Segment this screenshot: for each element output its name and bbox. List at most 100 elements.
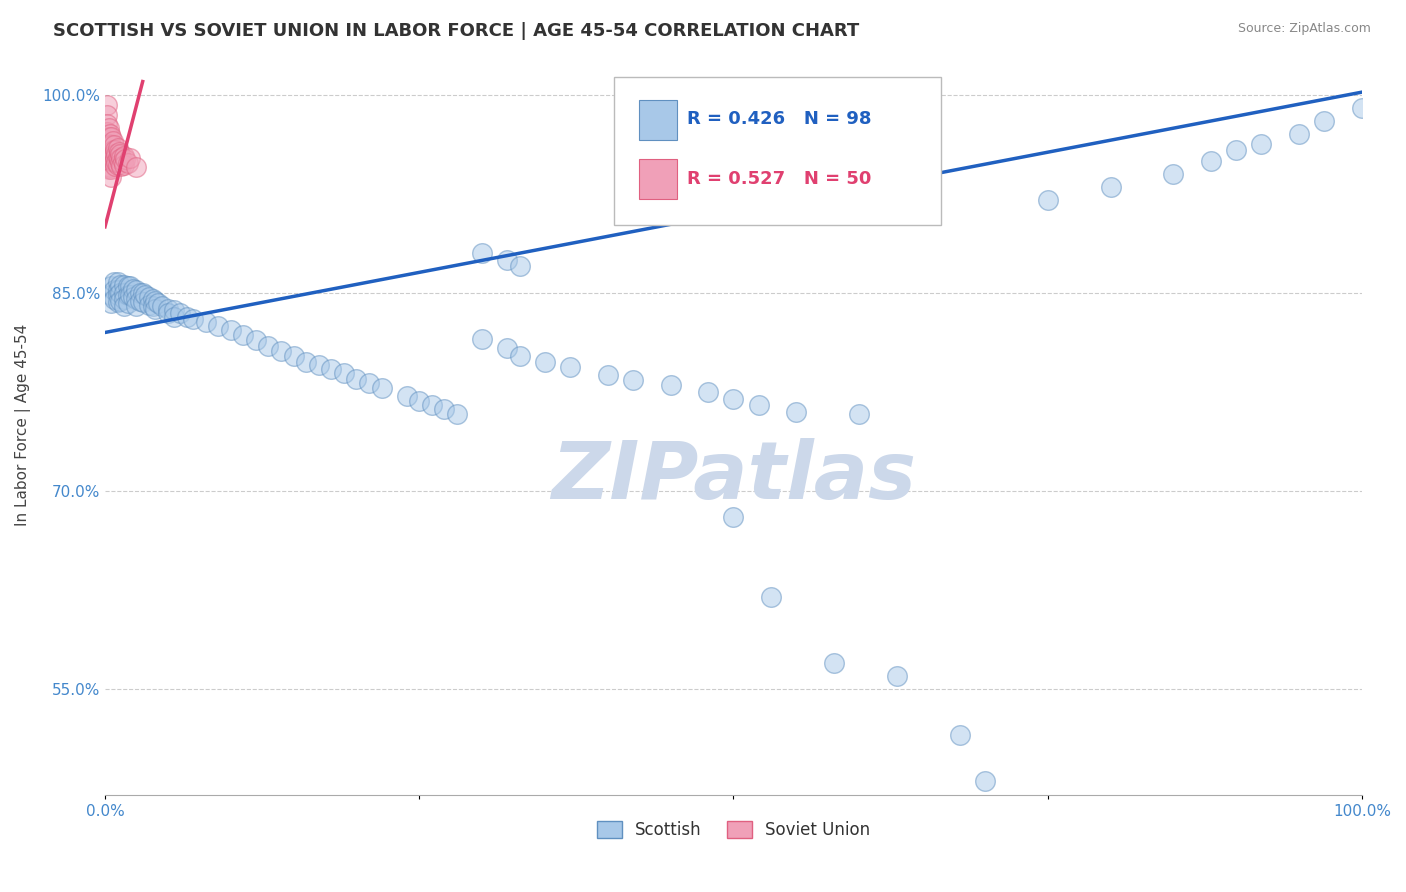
Point [103, 293, 125, 307]
Point [112, 148, 135, 162]
Point [558, 359, 581, 374]
Point [108, 277, 131, 292]
Point [112, 158, 135, 172]
Point [344, 372, 367, 386]
Point [98, 161, 121, 175]
Point [949, 728, 972, 742]
Point [395, 389, 418, 403]
Point [125, 283, 148, 297]
Point [100, 137, 122, 152]
Point [112, 285, 135, 300]
Point [134, 288, 156, 302]
Point [156, 306, 179, 320]
Point [96, 133, 118, 147]
Point [100, 296, 122, 310]
Point [848, 408, 870, 422]
FancyBboxPatch shape [640, 159, 676, 199]
Point [496, 252, 519, 267]
Point [509, 260, 531, 274]
Point [181, 312, 204, 326]
Point [129, 293, 152, 308]
Point [142, 299, 165, 313]
Point [138, 290, 160, 304]
Y-axis label: In Labor Force | Age 45-54: In Labor Force | Age 45-54 [15, 324, 31, 526]
Point [232, 328, 254, 343]
Point [110, 151, 132, 165]
Point [283, 349, 305, 363]
Point [98, 128, 121, 142]
Point [125, 299, 148, 313]
Point [100, 279, 122, 293]
Point [103, 155, 125, 169]
Point [370, 381, 392, 395]
FancyBboxPatch shape [614, 78, 941, 226]
Text: R = 0.527   N = 50: R = 0.527 N = 50 [688, 169, 872, 187]
Point [1163, 167, 1185, 181]
Point [108, 147, 131, 161]
Point [1351, 101, 1374, 115]
Point [98, 136, 121, 151]
Point [433, 402, 456, 417]
Point [723, 392, 745, 406]
Point [96, 125, 118, 139]
Point [117, 279, 139, 293]
Point [103, 283, 125, 297]
Point [117, 156, 139, 170]
Point [142, 293, 165, 307]
Point [97, 120, 120, 135]
Point [257, 339, 280, 353]
Point [110, 159, 132, 173]
Point [245, 334, 267, 348]
Point [1036, 194, 1059, 208]
Point [97, 145, 120, 160]
Point [103, 137, 125, 152]
Point [105, 155, 128, 169]
Point [121, 282, 143, 296]
Point [100, 145, 122, 160]
Point [96, 140, 118, 154]
Point [143, 301, 166, 316]
Point [97, 130, 120, 145]
Point [169, 306, 191, 320]
Point [111, 153, 134, 168]
Point [697, 384, 720, 399]
Point [97, 153, 120, 168]
Point [621, 373, 644, 387]
Point [120, 288, 142, 302]
Point [146, 296, 169, 310]
Point [163, 310, 186, 324]
Point [761, 590, 783, 604]
Point [96, 107, 118, 121]
Point [121, 290, 143, 304]
Point [100, 288, 122, 302]
Point [333, 367, 356, 381]
Point [97, 137, 120, 152]
Point [496, 341, 519, 355]
Point [1099, 180, 1122, 194]
Point [100, 161, 122, 176]
Point [446, 408, 468, 422]
Point [120, 279, 142, 293]
Text: Source: ZipAtlas.com: Source: ZipAtlas.com [1237, 22, 1371, 36]
Text: ZIPatlas: ZIPatlas [551, 438, 915, 516]
Point [96, 98, 118, 112]
Point [104, 143, 127, 157]
Point [295, 354, 318, 368]
Text: R = 0.426   N = 98: R = 0.426 N = 98 [688, 111, 872, 128]
Point [107, 150, 129, 164]
Point [107, 145, 129, 159]
Point [101, 151, 124, 165]
Point [114, 153, 136, 167]
Point [129, 285, 152, 300]
Point [723, 510, 745, 524]
Point [785, 405, 807, 419]
Point [1313, 114, 1336, 128]
Legend: Scottish, Soviet Union: Scottish, Soviet Union [591, 814, 877, 846]
Point [108, 285, 131, 300]
Point [131, 285, 153, 300]
Point [471, 332, 494, 346]
Point [104, 159, 127, 173]
Point [131, 295, 153, 310]
Point [308, 359, 330, 373]
Point [1225, 143, 1247, 157]
